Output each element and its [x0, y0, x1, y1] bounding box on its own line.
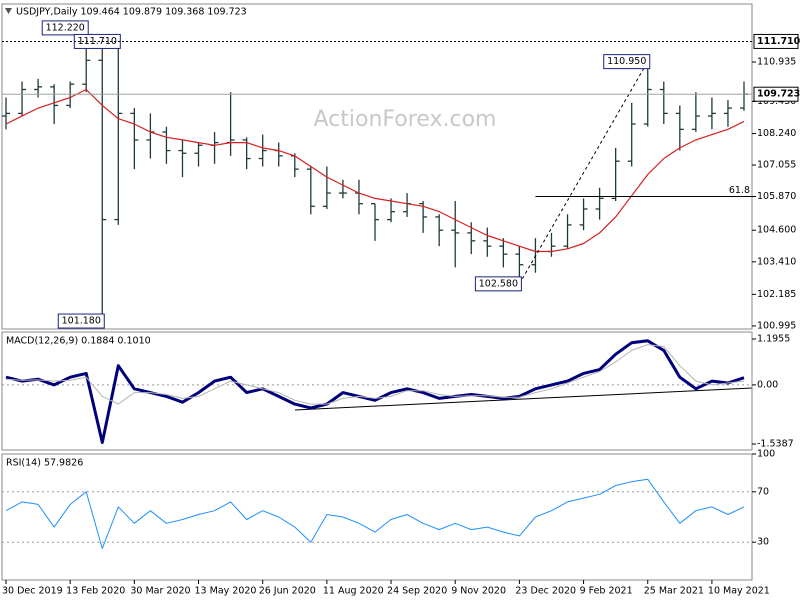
y-tick-label: 100	[757, 449, 775, 460]
x-tick-label: 30 Dec 2019	[2, 586, 63, 597]
annotation-label: 102.580	[479, 278, 518, 289]
macd-header: MACD(12,26,9) 0.1884 0.1010	[6, 336, 151, 347]
x-tick-label: 13 May 2020	[195, 586, 257, 597]
annotation-label: 112.220	[46, 22, 85, 33]
y-tick-label: 102.185	[757, 289, 796, 300]
y-tick-label: 70	[757, 486, 769, 497]
series-line	[5, 339, 745, 444]
price-header: USDJPY,Daily 109.464 109.879 109.368 109…	[16, 7, 247, 18]
trend-line	[518, 61, 649, 285]
series-line	[5, 478, 745, 549]
y-tick-label: 0.00	[757, 379, 778, 390]
price-tag	[753, 33, 799, 49]
panel-frame	[1, 331, 753, 451]
annotation-box	[57, 313, 105, 329]
x-tick-label: 9 Feb 2021	[580, 586, 633, 597]
x-tick-label: 11 Aug 2020	[323, 586, 384, 597]
annotation-label: 111.710	[78, 36, 117, 47]
macd-trendline	[294, 387, 753, 411]
panel-frame	[1, 453, 753, 581]
y-tick-label: 30	[757, 537, 769, 548]
annotation-label: 101.180	[62, 316, 101, 327]
y-tick-label: 1.1955	[757, 334, 790, 345]
y-tick-label: 100.995	[757, 320, 796, 331]
annotation-box	[41, 20, 89, 36]
series-line	[5, 344, 745, 405]
rsi-header: RSI(14) 57.9826	[6, 458, 83, 469]
watermark: ActionForex.com	[314, 107, 497, 132]
x-tick-label: 24 Sep 2020	[387, 586, 447, 597]
x-tick-label: 13 Feb 2020	[66, 586, 125, 597]
series-line	[5, 88, 745, 253]
x-tick-label: 30 Mar 2020	[130, 586, 190, 597]
price-tag-label: 111.710	[757, 36, 800, 47]
fib-label: 61.8	[729, 185, 750, 196]
collapse-icon	[5, 8, 12, 14]
x-tick-label: 26 Jun 2020	[259, 586, 316, 597]
y-tick-label: 103.410	[757, 256, 796, 267]
annotation-label: 110.950	[607, 56, 646, 67]
panel-frame	[1, 3, 753, 330]
y-tick-label: 108.240	[757, 128, 796, 139]
annotation-box	[603, 54, 651, 70]
y-tick-label: -1.5387	[757, 438, 794, 449]
y-tick-label: 105.870	[757, 191, 796, 202]
y-tick-label: 104.600	[757, 225, 796, 236]
x-tick-label: 25 Mar 2021	[644, 586, 704, 597]
x-tick-label: 23 Dec 2020	[515, 586, 576, 597]
price-tag-label: 109.723	[757, 89, 800, 100]
y-tick-label: 110.935	[757, 57, 796, 68]
annotation-box	[474, 276, 522, 292]
y-tick-label: 107.055	[757, 160, 796, 171]
x-tick-label: 10 May 2021	[708, 586, 770, 597]
x-tick-label: 9 Nov 2020	[451, 586, 506, 597]
price-tag	[753, 86, 799, 102]
